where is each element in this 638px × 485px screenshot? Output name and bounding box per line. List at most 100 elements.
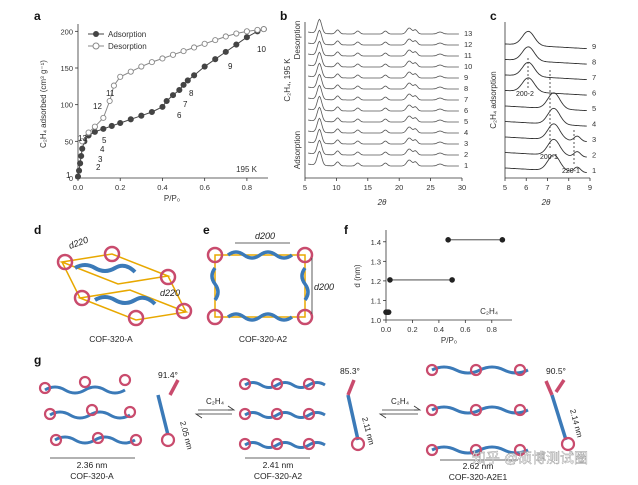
panel-d-label: d: [34, 223, 41, 237]
data-point-desorption: [222, 33, 229, 40]
panel-c-traces: 9 8 7 6 5 4 3 2 1: [504, 30, 596, 175]
arrow-2-label: C₂H₄: [391, 397, 409, 406]
series-line-adsorption: [77, 28, 264, 177]
pxrd-trace: [308, 18, 459, 35]
panel-d-dim1: d220: [67, 235, 89, 251]
data-point-adsorption: [74, 173, 82, 180]
zoom-trace: [504, 154, 587, 174]
x-tick-label: 25: [426, 183, 434, 192]
panel-a-temp: 195 K: [236, 165, 258, 174]
panel-c-label: c: [490, 9, 497, 23]
data-point: [499, 237, 506, 243]
data-point: [387, 277, 393, 283]
zoom-trace: [505, 77, 587, 96]
panel-d-molecules: [56, 245, 193, 327]
arrow-1: C₂H₄: [194, 397, 236, 419]
panel-d: d d220 d220 COF-320-A: [34, 223, 193, 344]
y-tick-label: 50: [65, 137, 73, 146]
pxrd-trace: [308, 106, 459, 123]
x-tick-label: 0.2: [407, 325, 417, 334]
pt-label-6: 6: [177, 111, 182, 120]
data-point-desorption: [212, 37, 219, 44]
panel-c-ylabel: C₂H₄ adsorption: [489, 71, 498, 129]
trace-label: 5: [592, 104, 596, 113]
data-point-adsorption: [233, 41, 240, 48]
panel-a: a 0.0 0.2 0.4 0.6 0.8 0 50 100 150 200 C₂H₄ adsor…: [34, 9, 268, 203]
trace-label: 7: [592, 73, 596, 82]
data-point-desorption: [148, 59, 155, 66]
pxrd-trace: [308, 62, 459, 79]
pt-label-8: 8: [189, 89, 194, 98]
legend-desorption: Desorption: [108, 42, 147, 51]
data-point-adsorption: [91, 128, 98, 135]
trace-label: 11: [464, 51, 472, 60]
panel-b-traces: 13 12 11 10 9 8 7 6 5 4 3 2 1: [308, 18, 472, 170]
panel-b-ticks: 5 10 15 20 25 30: [303, 178, 466, 192]
data-point-adsorption: [79, 145, 86, 152]
structure-1-length: 2.05 nm: [178, 420, 194, 451]
pt-label-5: 5: [102, 136, 107, 145]
legend-desorption-marker: [92, 42, 100, 50]
y-tick-label: 1.3: [371, 257, 381, 266]
peak-label-220-1: 220-1: [562, 168, 580, 175]
trace-label: 2: [592, 151, 596, 160]
data-point-desorption: [254, 26, 261, 33]
panel-e-dim2: d200: [314, 282, 334, 292]
data-point-desorption: [138, 63, 145, 70]
x-tick-label: 0.6: [460, 325, 470, 334]
trace-label: 9: [464, 73, 468, 82]
pt-label-2: 2: [96, 163, 101, 172]
data-point-desorption: [260, 26, 267, 33]
trace-label: 12: [464, 40, 472, 49]
x-tick-label: 0.4: [157, 183, 167, 192]
pt-label-12: 12: [93, 102, 102, 111]
y-tick-label: 1.4: [371, 238, 381, 247]
panel-c-ticks: 5 6 7 8 9: [503, 178, 592, 192]
panel-a-xlabel: P/P₀: [164, 194, 180, 203]
panel-a-ylabel: C₂H₄ adsorbed (cm³ g⁻¹): [39, 60, 48, 148]
pxrd-trace: [308, 139, 459, 156]
data-point-adsorption: [184, 77, 191, 84]
panel-b-ylabel-desorption: Desorption: [293, 21, 302, 60]
zoom-trace: [505, 30, 587, 50]
pxrd-trace: [308, 150, 459, 167]
trace-label: 5: [464, 117, 468, 126]
panel-d-caption: COF-320-A: [89, 334, 133, 344]
panel-c-xlabel: 2θ: [541, 198, 551, 207]
trace-label: 3: [592, 135, 596, 144]
panel-e-dim1: d200: [255, 231, 275, 241]
pxrd-trace: [308, 95, 459, 112]
trace-label: 8: [464, 84, 468, 93]
x-tick-label: 0.4: [434, 325, 444, 334]
structure-1-caption: COF-320-A: [70, 471, 114, 481]
data-point-adsorption: [100, 125, 107, 132]
zoom-trace: [504, 107, 587, 127]
panel-b: b 5 10 15 20 25 30 13 12 11 10 9 8 7 6 5 4 3 2 1 C₂H₄, 19…: [280, 9, 472, 207]
data-point-adsorption: [191, 72, 198, 79]
x-tick-label: 8: [567, 183, 571, 192]
data-point-desorption: [106, 97, 113, 105]
peak-label-200-2: 200-2: [516, 91, 534, 98]
zoom-trace: [504, 123, 587, 143]
pt-label-4: 4: [100, 145, 105, 154]
trace-label: 1: [464, 161, 468, 170]
data-point: [449, 277, 455, 283]
y-tick-label: 200: [60, 27, 73, 36]
trace-label: 8: [592, 58, 596, 67]
panel-f-ylabel: d (nm): [353, 264, 362, 287]
y-tick-label: 1.0: [371, 316, 381, 325]
x-tick-label: 10: [332, 183, 340, 192]
panel-a-series: [74, 26, 267, 180]
structure-2-angle: 85.3°: [340, 366, 360, 376]
panel-c: c 5 6 7 8 9 9 8 7 6 5 4 3 2 1 C₂H₄ adsorption 2θ 200…: [489, 9, 596, 207]
pxrd-trace: [308, 128, 459, 145]
panel-b-ylabel-adsorption: Adsorption: [293, 131, 302, 169]
panel-b-label: b: [280, 9, 287, 23]
x-tick-label: 15: [364, 183, 372, 192]
pt-label-3: 3: [98, 155, 103, 164]
zoom-trace: [504, 92, 587, 112]
x-tick-label: 20: [395, 183, 403, 192]
data-point-desorption: [201, 40, 208, 47]
data-point-desorption: [243, 28, 250, 35]
